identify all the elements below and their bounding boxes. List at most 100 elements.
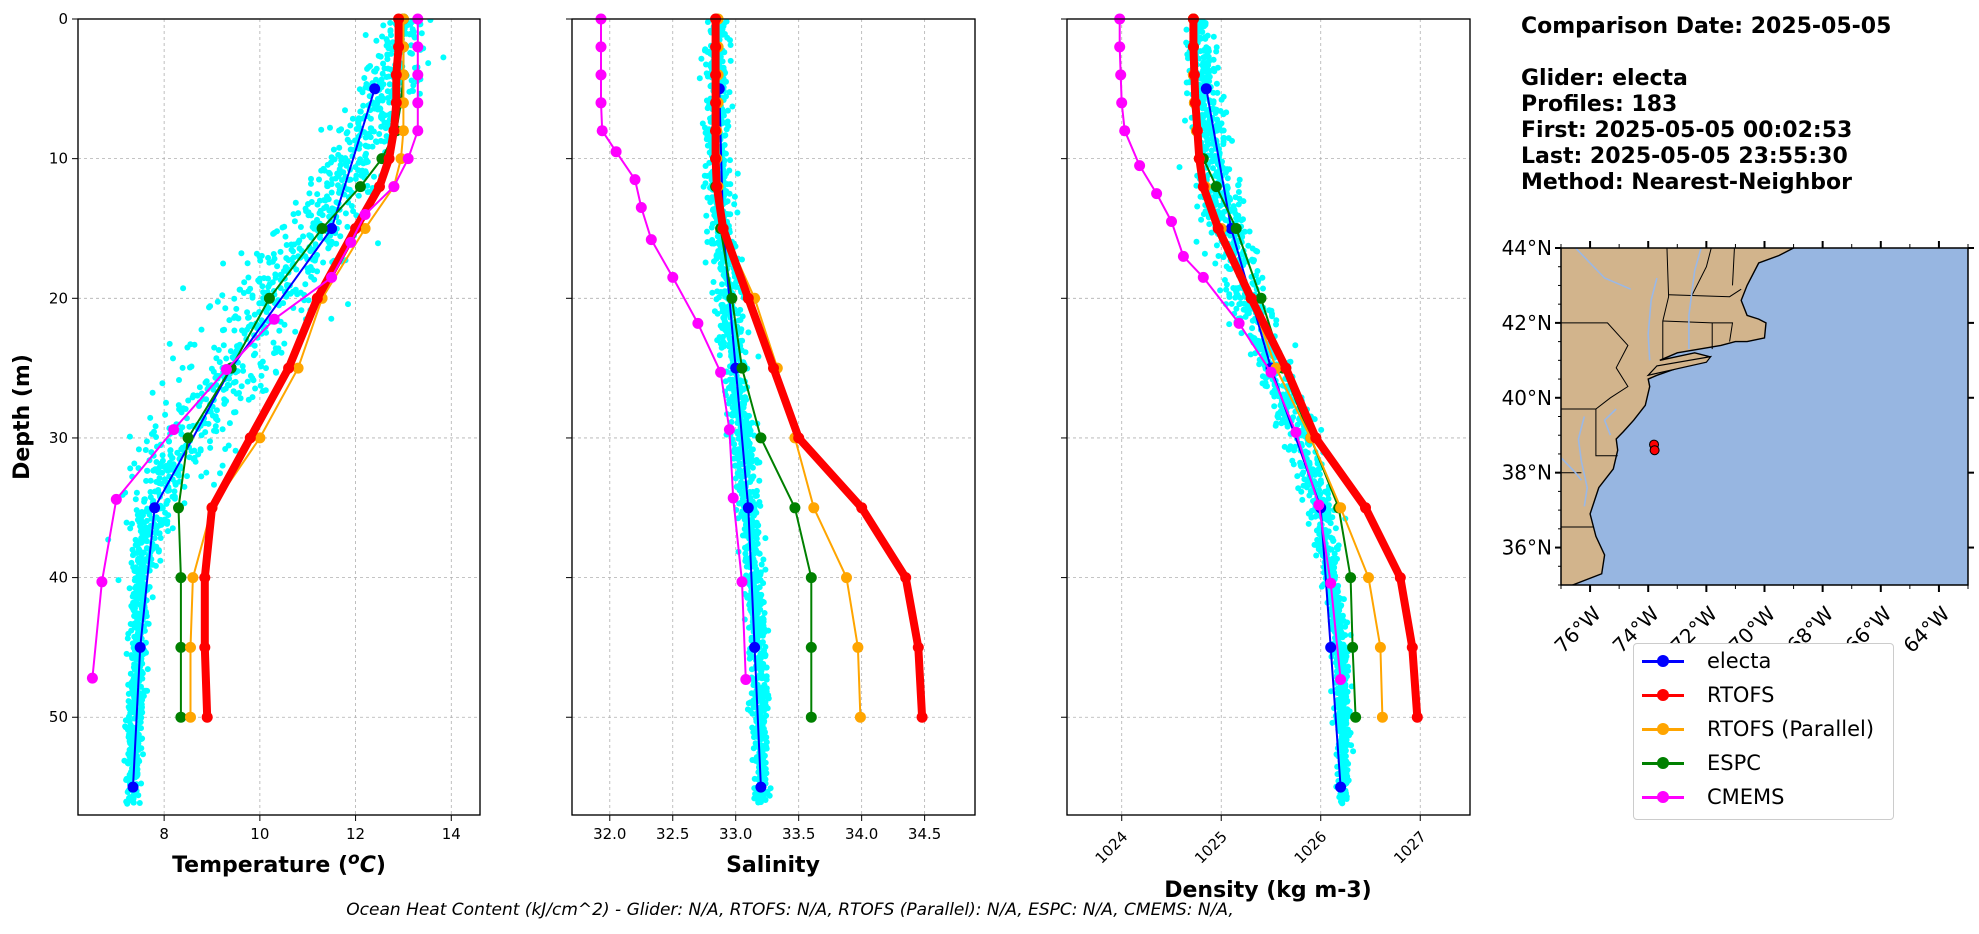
scatter-point [753, 492, 760, 499]
series-point [1325, 577, 1337, 589]
scatter-point [1309, 466, 1316, 473]
scatter-point [255, 277, 262, 284]
scatter-point [1183, 26, 1190, 33]
scatter-point [159, 380, 166, 387]
scatter-point [1201, 250, 1208, 257]
scatter-point [407, 21, 414, 28]
scatter-point [732, 475, 739, 482]
scatter-point [723, 78, 729, 85]
scatter-point [244, 309, 251, 316]
scatter-point [127, 724, 134, 731]
first-time: First: 2025-05-05 00:02:53 [1521, 118, 1853, 143]
scatter-point [356, 86, 363, 93]
scatter-point [751, 545, 758, 552]
series-point [1255, 292, 1267, 304]
scatter-point [731, 201, 738, 208]
scatter-point [149, 594, 156, 601]
scatter-point [336, 189, 342, 196]
x-tick-label: 10 [250, 825, 269, 843]
series-point [1345, 572, 1357, 584]
scatter-point [198, 473, 205, 480]
series-point [1134, 160, 1146, 172]
scatter-point [1220, 141, 1227, 148]
scatter-point [741, 426, 748, 433]
scatter-point [287, 290, 294, 297]
scatter-point [127, 740, 134, 747]
scatter-point [258, 363, 265, 370]
scatter-point [1249, 245, 1256, 252]
x-tick-label: 32.5 [656, 825, 689, 843]
scatter-point [1341, 742, 1348, 749]
scatter-point [714, 239, 721, 246]
scatter-point [727, 57, 734, 64]
scatter-point [378, 114, 385, 121]
series-point [856, 502, 868, 514]
scatter-point [179, 364, 186, 371]
scatter-point [1233, 290, 1240, 297]
scatter-point [409, 26, 416, 33]
series-point [1245, 292, 1257, 304]
series-point [311, 292, 323, 304]
scatter-point [343, 160, 350, 167]
x-tick-label: 1024 [1092, 828, 1132, 868]
scatter-point [749, 488, 756, 495]
scatter-point [755, 353, 762, 360]
scatter-point [1340, 724, 1347, 731]
series-point [710, 41, 722, 53]
scatter-point [440, 54, 447, 61]
series-line-cmems [91, 19, 419, 679]
location-map: 36°N38°N40°N42°N44°N76°W 74°W 72°W 70°W 68°W… [1502, 236, 1974, 658]
scatter-point [162, 509, 169, 516]
series-point [916, 711, 928, 723]
scatter-point [1213, 44, 1220, 51]
scatter-point [1339, 712, 1346, 719]
scatter-point [153, 525, 160, 532]
scatter-point [713, 296, 720, 303]
series-point [629, 174, 641, 186]
scatter-point [1289, 457, 1296, 464]
scatter-point [342, 210, 349, 217]
scatter-point [1218, 120, 1225, 127]
salinity-xlabel: Salinity [726, 853, 820, 878]
scatter-point [176, 377, 182, 383]
scatter-point [729, 404, 736, 411]
scatter-point [703, 212, 710, 219]
scatter-point [138, 535, 145, 542]
scatter-point [164, 520, 171, 527]
series-point [755, 432, 767, 444]
scatter-point [189, 394, 196, 401]
scatter-point [1254, 248, 1261, 255]
scatter-point [325, 196, 332, 203]
scatter-point [735, 449, 742, 456]
scatter-point [1208, 147, 1215, 154]
scatter-point [352, 137, 358, 144]
scatter-point [127, 525, 134, 532]
scatter-point [1211, 153, 1218, 159]
scatter-point [308, 175, 314, 182]
series-point [354, 181, 366, 193]
scatter-point [1226, 166, 1233, 173]
series-point [1374, 641, 1386, 653]
scatter-point [235, 315, 241, 322]
scatter-point [355, 192, 362, 199]
scatter-point [129, 747, 135, 754]
scatter-point [123, 650, 130, 657]
scatter-point [224, 381, 231, 388]
legend-label: RTOFS [1707, 683, 1775, 707]
scatter-point [742, 432, 749, 439]
scatter-point [731, 441, 738, 448]
scatter-point [1306, 511, 1313, 518]
scatter-point [722, 199, 729, 206]
series-point [175, 641, 187, 653]
scatter-point [207, 303, 214, 310]
y-tick-label: 10 [49, 150, 68, 168]
scatter-point [1325, 495, 1332, 502]
series-point [805, 641, 817, 653]
scatter-point [371, 173, 377, 180]
scatter-point [1287, 358, 1294, 365]
scatter-point [364, 189, 371, 195]
scatter-point [163, 399, 169, 406]
scatter-point [292, 328, 299, 335]
scatter-point [245, 288, 252, 295]
